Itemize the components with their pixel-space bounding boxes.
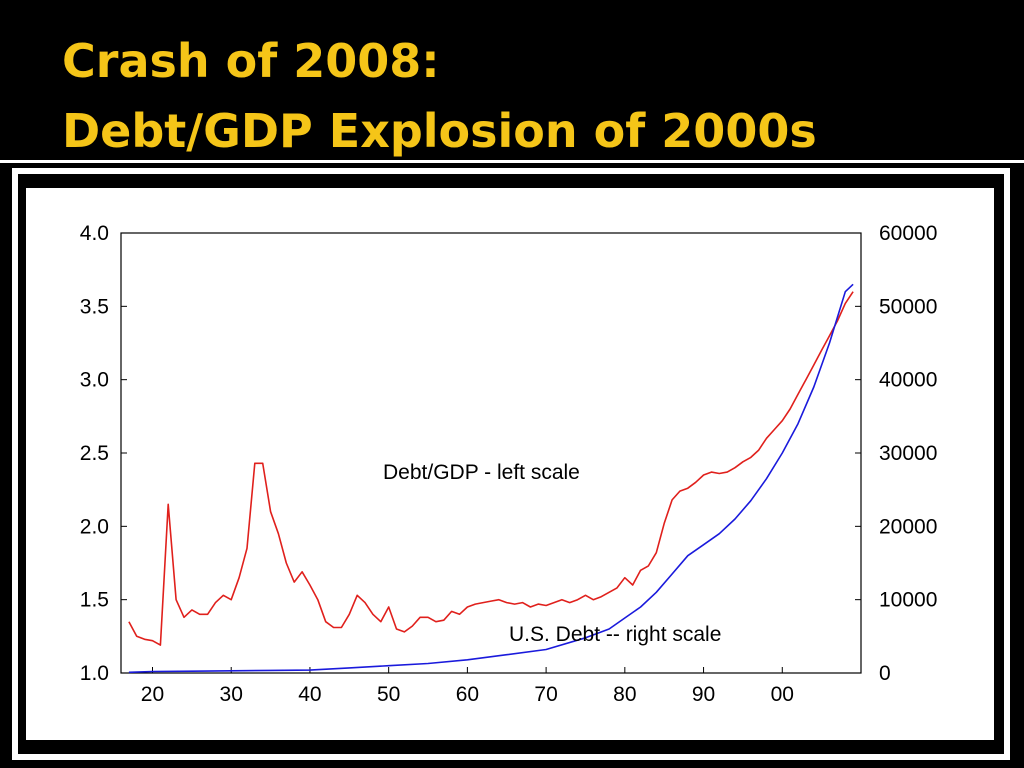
right-tick-label: 60000 [879,222,937,245]
right-tick-label: 40000 [879,369,937,392]
x-tick-label: 00 [771,683,794,706]
x-tick-label: 90 [692,683,715,706]
left-tick-label: 2.5 [80,442,109,465]
chart-panel: 1.0 1.5 2.0 2.5 3.0 3.5 4.0 0 10000 20000 30000 400… [26,188,994,740]
right-tick-label: 10000 [879,589,937,612]
debt-gdp-chart: 1.01.52.02.53.03.54.00100002000030000400… [80,222,938,706]
left-tick-label: 1.5 [80,589,109,612]
slide-title: Crash of 2008: Debt/GDP Explosion of 200… [62,26,817,166]
left-tick-label: 1.0 [80,662,109,685]
x-tick-label: 50 [377,683,400,706]
left-tick-label: 3.0 [80,369,109,392]
debt-gdp-annotation: Debt/GDP - left scale [383,461,580,484]
plot-area [120,232,862,674]
left-tick-label: 2.0 [80,515,109,538]
x-tick-label: 60 [456,683,479,706]
debt-gdp-series-line [128,291,854,646]
left-tick-label: 4.0 [80,222,109,245]
us-debt-annotation: U.S. Debt -- right scale [509,623,721,646]
right-tick-label: 50000 [879,295,937,318]
x-tick-label: 20 [141,683,164,706]
x-tick-label: 70 [534,683,557,706]
title-divider [0,160,1024,163]
slide-title-line-1: Crash of 2008: [62,34,440,88]
right-tick-label: 20000 [879,515,937,538]
us-debt-series-line [128,283,854,674]
x-tick-label: 30 [220,683,243,706]
slide-title-line-2: Debt/GDP Explosion of 2000s [62,104,817,158]
right-tick-label: 0 [879,662,891,685]
x-tick-label: 40 [298,683,321,706]
left-tick-label: 3.5 [80,295,109,318]
right-tick-label: 30000 [879,442,937,465]
x-tick-label: 80 [613,683,636,706]
